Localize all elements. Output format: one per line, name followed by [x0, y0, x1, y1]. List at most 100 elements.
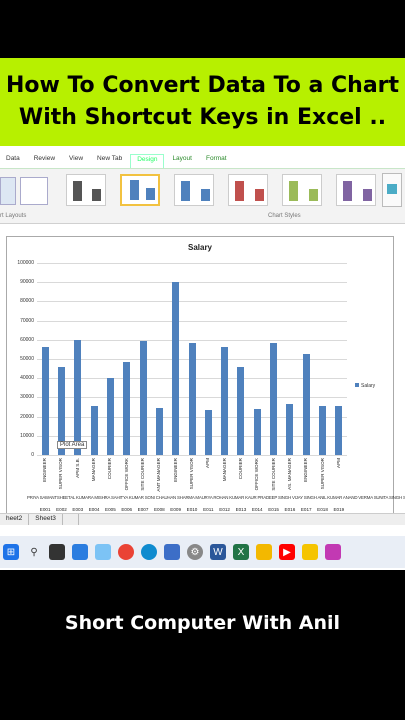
chart-title: Salary — [187, 243, 213, 252]
gridline — [37, 339, 347, 341]
gridline — [37, 282, 347, 284]
ribbon-body: rt Layouts Chart Styles — [0, 168, 405, 224]
chart-bar[interactable] — [221, 347, 229, 455]
sheet-tab-3[interactable]: Sheet3 — [29, 514, 63, 525]
chart-style-4[interactable] — [228, 174, 268, 206]
outlook-icon[interactable] — [164, 544, 180, 560]
x-id-label: E009 — [170, 507, 182, 512]
gridline — [37, 320, 347, 322]
chart-bar[interactable] — [319, 406, 327, 455]
x-category-label: OFFICE WORK — [123, 458, 129, 491]
windows-start-icon[interactable]: ⊞ — [3, 544, 19, 560]
title-banner: How To Convert Data To a Chart With Shor… — [0, 58, 405, 146]
x-category-label: MANAGER — [221, 458, 227, 482]
excel-window: Data Review View New Tab Design Layout F… — [0, 146, 405, 570]
x-id-label: E016 — [284, 507, 296, 512]
footer-caption: Short Computer With Anil — [64, 612, 341, 634]
group-label-layouts: rt Layouts — [0, 213, 27, 219]
sheet-tab-2[interactable]: heet2 — [0, 514, 30, 525]
chart-bar[interactable] — [270, 342, 278, 455]
chart-bar[interactable] — [335, 406, 343, 455]
chart-bar[interactable] — [204, 409, 212, 455]
chart-bar[interactable] — [253, 408, 261, 455]
tab-review[interactable]: Review — [33, 155, 56, 162]
x-id-label: E008 — [153, 507, 165, 512]
tab-data[interactable]: Data — [6, 155, 20, 162]
y-tick-label: 20000 — [20, 413, 34, 420]
legend-swatch — [355, 383, 359, 387]
x-id-label: E013 — [235, 507, 247, 512]
title-line-1: How To Convert Data To a Chart — [5, 73, 400, 98]
tab-design[interactable]: Design — [130, 154, 165, 168]
widgets-icon[interactable] — [72, 544, 88, 560]
tab-layout[interactable]: Layout — [172, 155, 192, 162]
chart-bar[interactable] — [106, 378, 114, 455]
chart-bar[interactable] — [237, 366, 245, 455]
copilot-icon[interactable] — [95, 544, 111, 560]
search-icon[interactable]: ⚲ — [30, 546, 38, 558]
x-category-label: AS. MANAGER — [286, 458, 292, 490]
chart-style-1[interactable] — [66, 174, 106, 206]
chart-bar[interactable] — [172, 282, 180, 455]
chart-style-5[interactable] — [282, 174, 322, 206]
worksheet: Salary 0 10000 20000 30000 40000 50000 60000 700… — [0, 224, 405, 518]
layout-thumb[interactable] — [0, 177, 16, 205]
file-explorer-icon[interactable] — [256, 544, 272, 560]
y-tick-label: 70000 — [20, 317, 34, 324]
word-icon[interactable]: W — [210, 544, 226, 560]
y-tick-label: 40000 — [20, 375, 34, 382]
x-category-label: APM — [335, 458, 341, 468]
gridline — [37, 455, 347, 456]
y-tick-label: 100000 — [17, 260, 34, 266]
chart-bar[interactable] — [286, 404, 294, 455]
youtube-icon[interactable]: ▶ — [279, 544, 295, 560]
chrome-icon[interactable] — [118, 544, 134, 560]
chart-bar[interactable] — [57, 366, 65, 455]
chart-bar[interactable] — [41, 347, 49, 455]
y-tick-label: 90000 — [20, 279, 34, 286]
tab-view[interactable]: View — [69, 155, 84, 162]
x-id-label: E019 — [333, 507, 345, 512]
chart-style-2[interactable] — [120, 174, 160, 206]
chart-bar[interactable] — [188, 342, 196, 455]
x-id-label: E011 — [203, 507, 214, 512]
x-category-label: APM — [205, 458, 211, 468]
x-category-label: SITE COURIER — [270, 458, 276, 491]
tab-format[interactable]: Format — [205, 155, 227, 162]
chart-style-6[interactable] — [336, 174, 376, 206]
y-tick-label: 30000 — [20, 394, 34, 401]
chart-legend[interactable]: Salary — [355, 383, 375, 389]
x-id-label: E002 — [56, 507, 67, 512]
edge-icon[interactable] — [141, 544, 157, 560]
app-icon[interactable] — [325, 544, 341, 560]
chart-area[interactable]: Salary 0 10000 20000 30000 40000 50000 60000 700… — [6, 236, 405, 518]
title-line-2: With Shortcut Keys in Excel .. — [18, 105, 387, 130]
task-view-icon[interactable] — [49, 544, 65, 560]
settings-icon[interactable]: ⚙ — [187, 544, 203, 560]
chart-bar[interactable] — [155, 407, 163, 455]
x-id-label: E001 — [39, 507, 51, 512]
folder-icon[interactable] — [302, 544, 318, 560]
chart-style-3[interactable] — [174, 174, 214, 206]
x-names-row: PRIYA SAWANTSHEETAL KUMARA MISHRA SAHITY… — [27, 495, 405, 500]
y-tick-label: 0 — [31, 452, 34, 458]
chart-bar[interactable] — [139, 340, 147, 455]
x-id-label: E012 — [219, 507, 230, 512]
more-styles-scroll[interactable] — [382, 173, 402, 207]
taskbar: ⊞ ⚲ ⚙ W X ▶ — [0, 536, 405, 568]
new-sheet-button[interactable] — [63, 514, 79, 525]
x-id-label: E004 — [88, 507, 100, 512]
ribbon-tabs: Data Review View New Tab Design Layout F… — [0, 154, 235, 168]
y-tick-label: 80000 — [20, 298, 34, 305]
excel-icon[interactable]: X — [233, 544, 249, 560]
x-category-label: APM S.B. — [74, 458, 80, 478]
x-id-label: E014 — [251, 507, 263, 512]
chart-bar[interactable] — [123, 361, 131, 455]
chart-bar[interactable] — [90, 406, 98, 455]
quick-layout-icon[interactable] — [20, 177, 48, 205]
y-tick-label: 10000 — [20, 432, 34, 439]
chart-bar[interactable] — [74, 339, 82, 455]
group-label-chart-styles: Chart Styles — [268, 213, 301, 219]
chart-bar[interactable] — [302, 354, 310, 455]
tab-new-tab[interactable]: New Tab — [97, 155, 123, 162]
